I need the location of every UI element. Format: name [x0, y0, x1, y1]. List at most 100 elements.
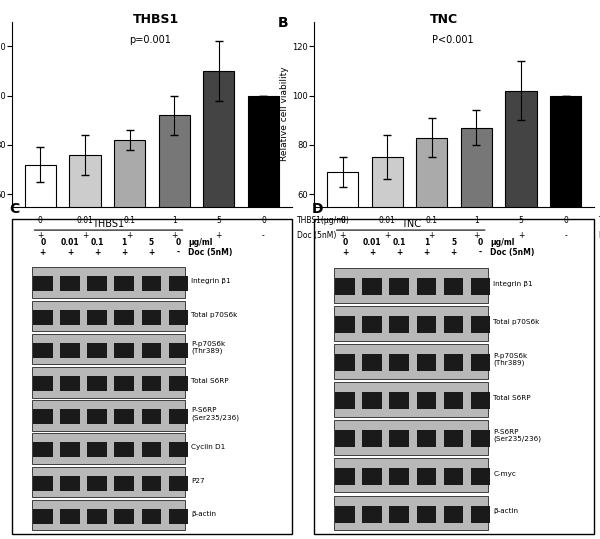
Text: 5: 5	[149, 238, 154, 247]
Text: 1: 1	[122, 238, 127, 247]
Bar	[87, 509, 107, 524]
Bar	[335, 430, 355, 447]
Text: +: +	[451, 248, 457, 257]
Text: +: +	[428, 231, 435, 240]
Bar	[33, 309, 53, 324]
Bar	[60, 443, 80, 458]
Bar	[87, 277, 107, 291]
Text: 5: 5	[451, 238, 456, 247]
Bar	[416, 468, 436, 485]
Bar	[471, 468, 490, 485]
Bar	[60, 277, 80, 291]
Text: Doc (5nM): Doc (5nM)	[188, 248, 233, 257]
Text: +: +	[67, 248, 73, 257]
Bar	[444, 316, 463, 333]
Bar	[142, 376, 161, 391]
Bar	[362, 506, 382, 523]
Text: 0: 0	[176, 238, 181, 247]
Text: +: +	[384, 231, 391, 240]
Text: D: D	[311, 202, 323, 216]
Text: C-myc: C-myc	[493, 471, 516, 476]
Text: 5: 5	[518, 216, 523, 225]
Text: 0.01: 0.01	[379, 216, 395, 225]
Bar	[416, 506, 436, 523]
Text: Total p70S6k: Total p70S6k	[493, 319, 539, 324]
Bar	[33, 476, 53, 490]
Bar	[32, 367, 185, 398]
Bar	[115, 409, 134, 424]
Text: P-S6RP
(Ser235/236): P-S6RP (Ser235/236)	[493, 429, 541, 443]
Bar	[471, 506, 490, 523]
Text: Doc (5nM): Doc (5nM)	[297, 231, 337, 240]
Text: 0.1: 0.1	[392, 238, 406, 247]
Bar	[32, 433, 185, 464]
Bar	[362, 278, 382, 295]
Bar	[33, 343, 53, 358]
Text: p=0.001: p=0.001	[130, 34, 172, 45]
Bar	[114, 140, 145, 342]
Bar	[416, 278, 436, 295]
Text: μg/ml: μg/ml	[490, 238, 515, 247]
Bar	[362, 316, 382, 333]
Text: β-actin: β-actin	[493, 508, 518, 515]
Bar	[550, 95, 581, 342]
Text: +: +	[82, 231, 88, 240]
Text: 0.01: 0.01	[363, 238, 382, 247]
Text: μg/ml: μg/ml	[188, 238, 212, 247]
Bar	[115, 443, 134, 458]
Text: 0: 0	[261, 216, 266, 225]
Text: +: +	[94, 248, 100, 257]
Text: TNC: TNC	[430, 13, 458, 26]
Text: Integrin β1: Integrin β1	[191, 278, 231, 284]
Text: Cyclin D1: Cyclin D1	[191, 445, 226, 451]
Bar	[505, 91, 536, 342]
Bar	[115, 509, 134, 524]
Bar	[33, 376, 53, 391]
Text: 0: 0	[563, 216, 568, 225]
Bar	[32, 334, 185, 364]
Bar	[248, 95, 279, 342]
Text: +: +	[369, 248, 375, 257]
Bar	[169, 443, 188, 458]
Bar	[169, 509, 188, 524]
Text: -: -	[564, 231, 567, 240]
Bar	[60, 476, 80, 490]
Text: -: -	[479, 248, 482, 257]
Bar	[389, 354, 409, 371]
Text: +: +	[40, 248, 46, 257]
Text: β-actin: β-actin	[191, 511, 216, 517]
Text: +: +	[423, 248, 430, 257]
Bar	[60, 409, 80, 424]
Text: +: +	[215, 231, 222, 240]
Bar	[142, 277, 161, 291]
Y-axis label: Relative cell viability: Relative cell viability	[280, 67, 289, 161]
Bar	[60, 509, 80, 524]
Bar	[32, 267, 185, 298]
Text: +: +	[396, 248, 403, 257]
Text: 1: 1	[424, 238, 429, 247]
Bar	[87, 409, 107, 424]
Text: C: C	[9, 202, 19, 216]
Bar	[169, 476, 188, 490]
Bar	[142, 443, 161, 458]
Text: 0.1: 0.1	[91, 238, 104, 247]
Bar	[389, 430, 409, 447]
Bar	[334, 495, 488, 530]
Bar	[471, 354, 490, 371]
Text: +: +	[37, 231, 44, 240]
Text: +: +	[340, 231, 346, 240]
Bar	[334, 419, 488, 454]
Bar	[142, 476, 161, 490]
Text: +: +	[121, 248, 127, 257]
Bar	[32, 400, 185, 431]
Text: Doc (5nM): Doc (5nM)	[490, 248, 535, 257]
Bar	[87, 376, 107, 391]
Bar	[142, 509, 161, 524]
Text: Doc (5nM): Doc (5nM)	[599, 231, 600, 240]
Text: 1: 1	[474, 216, 479, 225]
Bar	[389, 506, 409, 523]
Text: THBS1: THBS1	[133, 13, 179, 26]
Bar	[327, 172, 358, 342]
Text: 0: 0	[340, 216, 345, 225]
Bar	[444, 468, 463, 485]
